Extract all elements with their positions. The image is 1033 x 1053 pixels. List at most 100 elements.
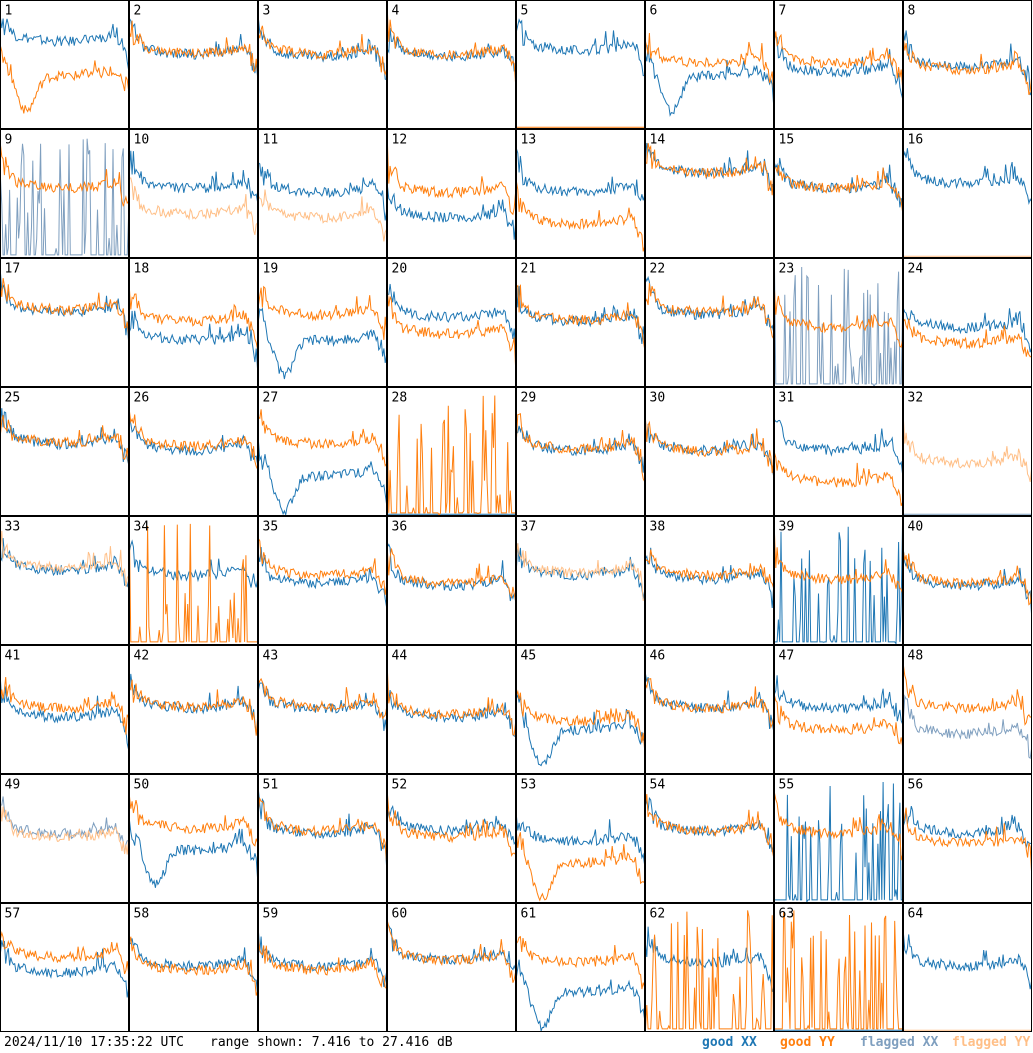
tile-4-xx-line <box>387 28 516 72</box>
tile-46-label: 46 <box>650 649 666 664</box>
tile-64: 64 <box>903 903 1032 1032</box>
tile-33-yy-line <box>0 530 129 587</box>
tile-10-label: 10 <box>134 133 150 148</box>
tile-4-label: 4 <box>392 4 400 19</box>
tile-52: 52 <box>387 774 516 903</box>
tile-28-frame <box>387 387 516 516</box>
tile-6-label: 6 <box>650 4 658 19</box>
tile-59-label: 59 <box>263 907 279 922</box>
tile-61: 61 <box>516 903 645 1032</box>
tile-36: 36 <box>387 516 516 645</box>
tile-61-yy-line <box>516 935 645 990</box>
tile-58-label: 58 <box>134 907 150 922</box>
tile-19: 19 <box>258 258 387 387</box>
tile-59-frame <box>258 903 387 1032</box>
tile-1-yy-line <box>0 45 129 114</box>
tile-48-yy-line <box>903 665 1032 726</box>
tile-4: 4 <box>387 0 516 129</box>
tile-50-frame <box>129 774 258 903</box>
tile-12-yy-line <box>387 145 516 216</box>
tile-54-label: 54 <box>650 778 666 793</box>
tile-25-yy-line <box>0 414 129 464</box>
tile-1-xx-line <box>0 17 129 70</box>
tile-59-xx-line <box>258 932 387 987</box>
tile-3-xx-line <box>258 19 387 80</box>
tile-34-yy-line <box>129 523 258 643</box>
tile-62-yy-line <box>645 910 774 1030</box>
tile-45-xx-line <box>516 693 645 767</box>
tile-15: 15 <box>774 129 903 258</box>
tile-63-frame <box>774 903 903 1032</box>
tile-21: 21 <box>516 258 645 387</box>
tile-13-xx-line <box>516 148 645 202</box>
tile-44: 44 <box>387 645 516 774</box>
tile-53-label: 53 <box>521 778 537 793</box>
tile-32-frame <box>903 387 1032 516</box>
tile-55-label: 55 <box>779 778 795 793</box>
tile-31: 31 <box>774 387 903 516</box>
tile-60-frame <box>387 903 516 1032</box>
tile-23-xx-line <box>774 266 903 388</box>
tile-59-yy-line <box>258 938 387 989</box>
tile-26: 26 <box>129 387 258 516</box>
range-label: range shown: 7.416 to 27.416 dB <box>210 1035 453 1050</box>
tile-17-yy-line <box>0 278 129 335</box>
tile-62-frame <box>645 903 774 1032</box>
tile-40: 40 <box>903 516 1032 645</box>
tile-41: 41 <box>0 645 129 774</box>
tile-29-yy-line <box>516 412 645 482</box>
tile-47-frame <box>774 645 903 774</box>
tile-45-yy-line <box>516 689 645 748</box>
tile-40-label: 40 <box>908 520 924 535</box>
tile-51-frame <box>258 774 387 903</box>
tile-35: 35 <box>258 516 387 645</box>
tile-22-xx-line <box>645 275 774 332</box>
tile-58: 58 <box>129 903 258 1032</box>
tile-28-label: 28 <box>392 391 408 406</box>
tile-6-xx-line <box>645 44 774 117</box>
legend-good-yy: good YY <box>780 1035 835 1050</box>
tile-51-yy-line <box>258 796 387 862</box>
tile-18-frame <box>129 258 258 387</box>
tile-27-yy-line <box>258 409 387 467</box>
tile-54-yy-line <box>645 793 774 857</box>
tile-40-xx-line <box>903 550 1032 614</box>
tile-33-xx-line <box>0 538 129 588</box>
tile-16-label: 16 <box>908 133 924 148</box>
tile-19-label: 19 <box>263 262 279 277</box>
tile-32-yy-line <box>903 420 1032 483</box>
tile-50-yy-line <box>129 796 258 847</box>
tile-9-yy-line <box>0 145 129 207</box>
tile-12: 12 <box>387 129 516 258</box>
tile-62: 62 <box>645 903 774 1032</box>
tile-61-frame <box>516 903 645 1032</box>
tile-9: 9 <box>0 129 129 258</box>
tile-32-label: 32 <box>908 391 924 406</box>
tile-16: 16 <box>903 129 1032 258</box>
tile-47: 47 <box>774 645 903 774</box>
tile-43-yy-line <box>258 677 387 720</box>
tile-9-label: 9 <box>5 133 13 148</box>
tile-46-yy-line <box>645 677 774 729</box>
tile-5-xx-line <box>516 18 645 77</box>
tile-14-yy-line <box>645 142 774 196</box>
tile-29-label: 29 <box>521 391 537 406</box>
tile-44-label: 44 <box>392 649 408 664</box>
tile-57-label: 57 <box>5 907 21 922</box>
tile-13-frame <box>516 129 645 258</box>
tile-8-yy-line <box>903 39 1032 95</box>
tile-30-label: 30 <box>650 391 666 406</box>
tile-47-xx-line <box>774 675 903 725</box>
tile-11: 11 <box>258 129 387 258</box>
tile-1-label: 1 <box>5 4 13 19</box>
tile-21-frame <box>516 258 645 387</box>
tile-37-xx-line <box>516 543 645 600</box>
tile-26-yy-line <box>129 411 258 470</box>
tile-63: 63 <box>774 903 903 1032</box>
tile-29: 29 <box>516 387 645 516</box>
tile-50: 50 <box>129 774 258 903</box>
tile-43: 43 <box>258 645 387 774</box>
tile-37-frame <box>516 516 645 645</box>
tile-11-label: 11 <box>263 133 279 148</box>
